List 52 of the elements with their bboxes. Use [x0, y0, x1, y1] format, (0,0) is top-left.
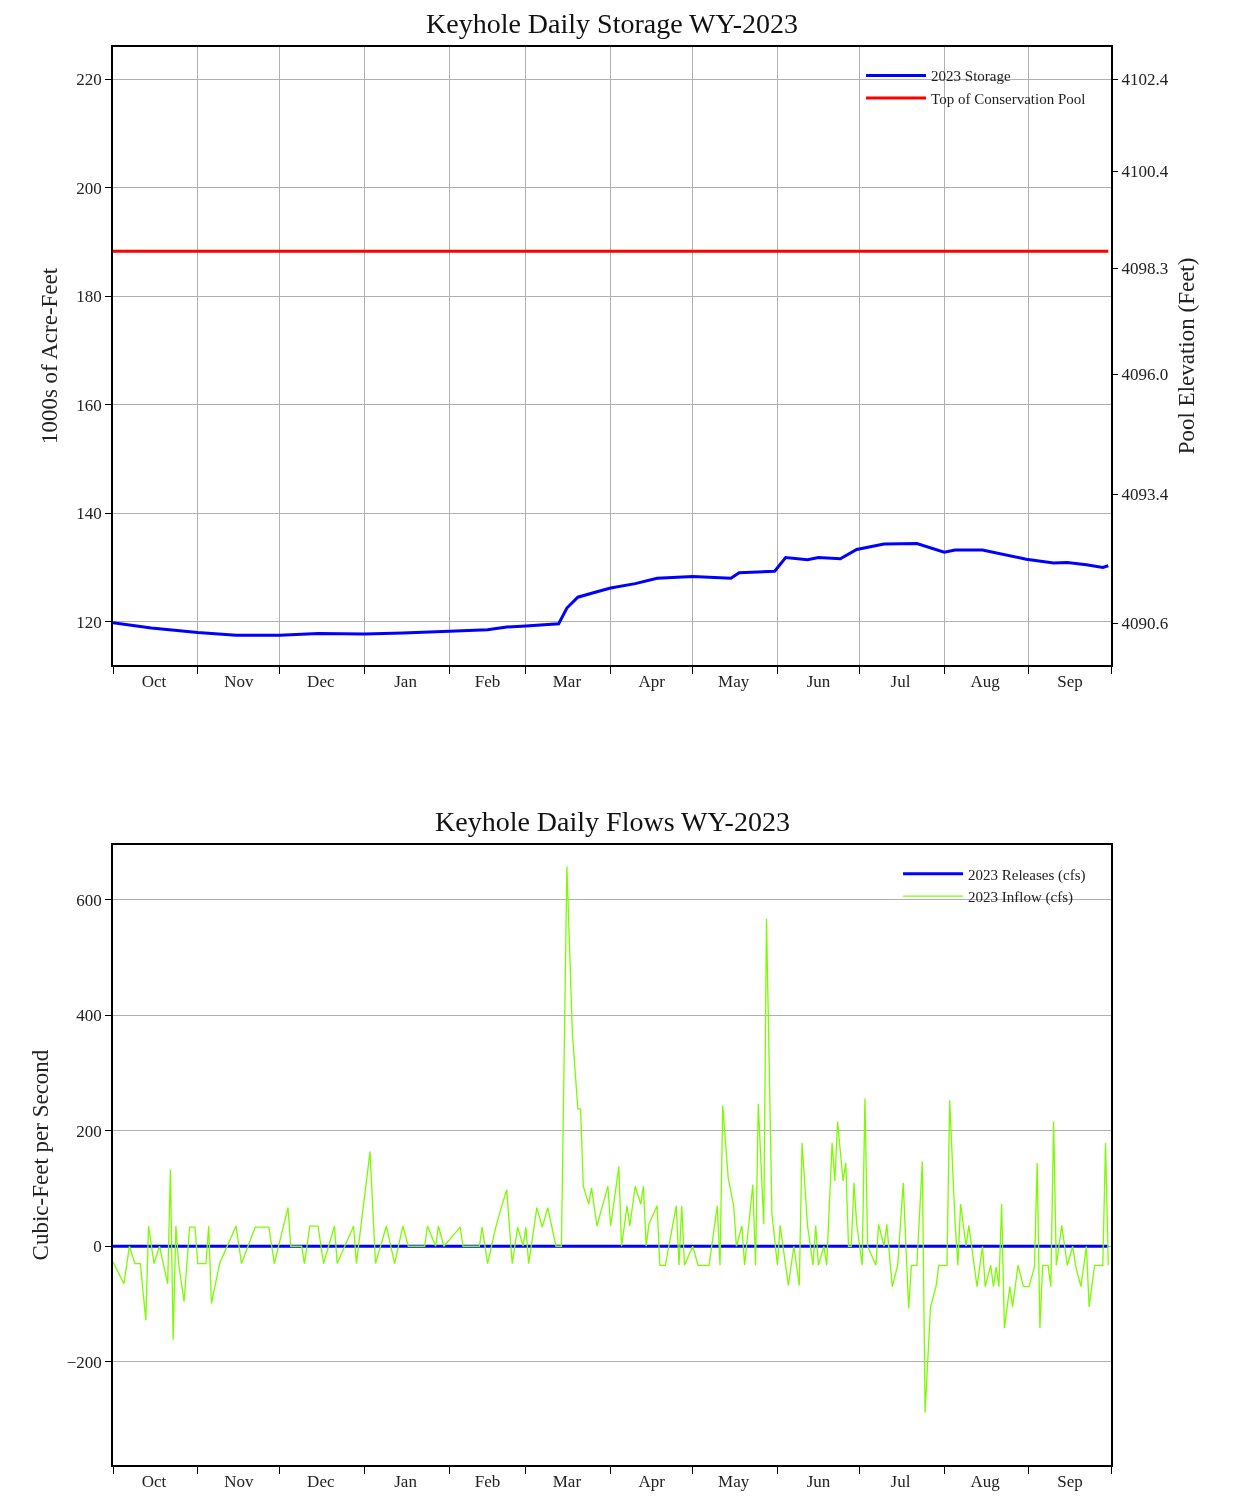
x-tick-label: Apr — [638, 672, 666, 692]
y-tick-label: −200 — [66, 1352, 102, 1372]
x-tick-label: Nov — [224, 1472, 254, 1492]
legend-label: 2023 Inflow (cfs) — [968, 889, 1074, 907]
chart-title: Keyhole Daily Flows WY-2023 — [435, 806, 790, 837]
x-tick-label: Apr — [638, 1472, 666, 1492]
y-axis-title: Cubic-Feet per Second — [27, 1049, 53, 1261]
legend-label: 2023 Releases (cfs) — [968, 866, 1086, 884]
x-tick-label: Jan — [394, 1472, 418, 1492]
y2-tick-label: 4102.4 — [1121, 70, 1169, 90]
line-series — [113, 542, 1110, 637]
y-axis-title: 1000s of Acre-Feet — [37, 267, 63, 445]
y2-axis-title: Pool Elevation (Feet) — [1174, 257, 1200, 455]
x-tick-label: Jul — [890, 672, 911, 692]
x-tick-label: Jun — [806, 1472, 831, 1492]
y-tick-label: 140 — [76, 504, 102, 524]
y-tick-label: 160 — [76, 395, 102, 415]
legend-label: 2023 Storage — [931, 68, 1011, 85]
x-tick-label: Feb — [474, 672, 501, 692]
x-tick-label: Dec — [307, 672, 335, 692]
line-series — [113, 865, 1109, 1414]
x-tick-label: Oct — [141, 1472, 167, 1492]
x-tick-label: Jan — [394, 672, 418, 692]
x-tick-label: Jul — [890, 1472, 911, 1492]
y-tick-label: 120 — [76, 612, 102, 632]
y-tick-label: 400 — [76, 1006, 102, 1026]
y2-tick-label: 4096.0 — [1121, 365, 1169, 385]
y2-tick-label: 4093.4 — [1121, 485, 1169, 505]
x-tick-label: Aug — [970, 1472, 1001, 1492]
y-tick-label: 180 — [76, 287, 102, 307]
x-tick-label: May — [718, 672, 750, 692]
y2-tick-label: 4098.3 — [1121, 259, 1169, 279]
x-tick-label: May — [718, 1472, 750, 1492]
chart-title: Keyhole Daily Storage WY-2023 — [426, 8, 798, 39]
x-tick-label: Sep — [1057, 1472, 1083, 1492]
x-tick-label: Nov — [224, 672, 254, 692]
y-tick-label: 200 — [76, 178, 102, 198]
x-tick-label: Oct — [141, 672, 167, 692]
x-tick-label: Sep — [1057, 672, 1083, 692]
y-tick-label: 220 — [76, 70, 102, 90]
x-tick-label: Dec — [307, 1472, 335, 1492]
y2-tick-label: 4100.4 — [1121, 162, 1169, 182]
x-tick-label: Feb — [474, 1472, 501, 1492]
x-tick-label: Aug — [970, 672, 1001, 692]
x-tick-label: Mar — [552, 1472, 582, 1492]
x-tick-label: Jun — [806, 672, 831, 692]
y-tick-label: 200 — [76, 1121, 102, 1141]
x-tick-label: Mar — [552, 672, 582, 692]
y-tick-label: 0 — [93, 1237, 102, 1257]
y2-tick-label: 4090.6 — [1121, 614, 1169, 634]
y-tick-label: 600 — [76, 890, 102, 910]
legend-label: Top of Conservation Pool — [931, 90, 1086, 107]
